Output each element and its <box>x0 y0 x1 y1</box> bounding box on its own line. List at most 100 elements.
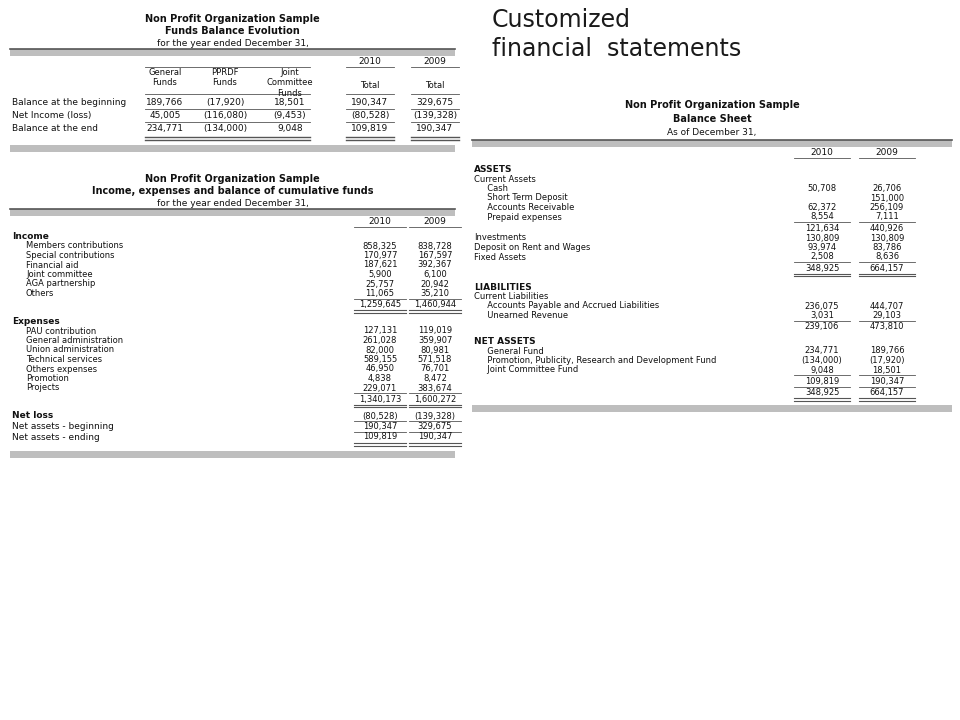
Text: Net Income (loss): Net Income (loss) <box>12 111 91 120</box>
Text: 6,100: 6,100 <box>423 270 446 279</box>
Text: (17,920): (17,920) <box>869 356 904 365</box>
Bar <box>10 451 455 458</box>
Text: (134,000): (134,000) <box>802 356 842 365</box>
Text: 571,518: 571,518 <box>418 355 452 364</box>
Text: Accounts Receivable: Accounts Receivable <box>482 203 574 212</box>
Text: 348,925: 348,925 <box>804 264 839 273</box>
Text: Balance Sheet: Balance Sheet <box>673 114 752 124</box>
Text: 8,554: 8,554 <box>810 212 834 222</box>
Text: 80,981: 80,981 <box>420 346 449 354</box>
Text: 83,786: 83,786 <box>873 243 901 252</box>
Text: for the year ended December 31,: for the year ended December 31, <box>156 199 308 208</box>
Text: 82,000: 82,000 <box>366 346 395 354</box>
Text: 109,819: 109,819 <box>351 124 389 133</box>
Bar <box>10 209 455 216</box>
Text: 190,347: 190,347 <box>417 124 453 133</box>
Text: 45,005: 45,005 <box>150 111 180 120</box>
Text: 589,155: 589,155 <box>363 355 397 364</box>
Text: PPRDF
Funds: PPRDF Funds <box>211 68 239 87</box>
Text: 151,000: 151,000 <box>870 194 904 202</box>
Text: (139,328): (139,328) <box>415 412 455 420</box>
Text: ASSETS: ASSETS <box>474 165 513 174</box>
Text: 26,706: 26,706 <box>873 184 901 193</box>
Text: PAU contribution: PAU contribution <box>26 326 96 336</box>
Text: 7,111: 7,111 <box>876 212 899 222</box>
Text: 187,621: 187,621 <box>363 261 397 269</box>
Text: 190,347: 190,347 <box>351 98 389 107</box>
Text: 50,708: 50,708 <box>807 184 836 193</box>
Text: General Fund: General Fund <box>482 346 543 356</box>
Text: Technical services: Technical services <box>26 355 102 364</box>
Text: As of December 31,: As of December 31, <box>667 128 756 137</box>
Text: 1,460,944: 1,460,944 <box>414 300 456 310</box>
Text: 329,675: 329,675 <box>418 422 452 431</box>
Text: (9,453): (9,453) <box>274 111 306 120</box>
Text: (80,528): (80,528) <box>362 412 397 420</box>
Text: 256,109: 256,109 <box>870 203 904 212</box>
Text: 392,367: 392,367 <box>418 261 452 269</box>
Text: 2010: 2010 <box>810 148 833 157</box>
Text: 229,071: 229,071 <box>363 384 397 392</box>
Text: for the year ended December 31,: for the year ended December 31, <box>156 39 308 48</box>
Text: 130,809: 130,809 <box>870 233 904 243</box>
Text: (139,328): (139,328) <box>413 111 457 120</box>
Text: 234,771: 234,771 <box>147 124 183 133</box>
Text: Non Profit Organization Sample: Non Profit Organization Sample <box>145 14 320 24</box>
Text: 93,974: 93,974 <box>807 243 836 252</box>
Text: 440,926: 440,926 <box>870 224 904 233</box>
Text: 170,977: 170,977 <box>363 251 397 260</box>
Text: Deposit on Rent and Wages: Deposit on Rent and Wages <box>474 243 590 252</box>
Text: Union administration: Union administration <box>26 346 114 354</box>
Text: Accounts Payable and Accrued Liabilities: Accounts Payable and Accrued Liabilities <box>482 302 660 310</box>
Text: 189,766: 189,766 <box>870 346 904 356</box>
Text: 444,707: 444,707 <box>870 302 904 310</box>
Text: 9,048: 9,048 <box>277 124 302 133</box>
Text: (17,920): (17,920) <box>205 98 244 107</box>
Text: Total: Total <box>360 81 380 90</box>
Text: 473,810: 473,810 <box>870 323 904 331</box>
Text: Current Liabilities: Current Liabilities <box>474 292 548 301</box>
Text: 76,701: 76,701 <box>420 364 449 374</box>
Text: 348,925: 348,925 <box>804 389 839 397</box>
Text: 18,501: 18,501 <box>873 366 901 374</box>
Text: 1,600,272: 1,600,272 <box>414 395 456 404</box>
Bar <box>10 49 455 56</box>
Text: Cash: Cash <box>482 184 508 193</box>
Text: Investments: Investments <box>474 233 526 243</box>
Text: NET ASSETS: NET ASSETS <box>474 337 536 346</box>
Text: 2009: 2009 <box>876 148 899 157</box>
Text: Special contributions: Special contributions <box>26 251 114 260</box>
Text: 189,766: 189,766 <box>146 98 183 107</box>
Text: 239,106: 239,106 <box>804 323 839 331</box>
Text: 664,157: 664,157 <box>870 264 904 273</box>
Bar <box>10 145 455 152</box>
Text: (116,080): (116,080) <box>203 111 247 120</box>
Text: 2009: 2009 <box>423 57 446 66</box>
Text: 119,019: 119,019 <box>418 326 452 336</box>
Text: Non Profit Organization Sample: Non Profit Organization Sample <box>145 174 320 184</box>
Text: 127,131: 127,131 <box>363 326 397 336</box>
Text: Joint Committee Fund: Joint Committee Fund <box>482 366 578 374</box>
Text: 20,942: 20,942 <box>420 279 449 289</box>
Text: 664,157: 664,157 <box>870 389 904 397</box>
Text: Funds Balance Evolution: Funds Balance Evolution <box>165 26 300 36</box>
Text: 858,325: 858,325 <box>363 241 397 251</box>
Text: Unearned Revenue: Unearned Revenue <box>482 311 568 320</box>
Text: Projects: Projects <box>26 384 60 392</box>
Text: Prepaid expenses: Prepaid expenses <box>482 212 562 222</box>
Text: 190,347: 190,347 <box>418 433 452 441</box>
Text: General
Funds: General Funds <box>148 68 181 87</box>
Text: 29,103: 29,103 <box>873 311 901 320</box>
Text: (80,528): (80,528) <box>350 111 389 120</box>
Text: 25,757: 25,757 <box>366 279 395 289</box>
Text: 2,508: 2,508 <box>810 253 834 261</box>
Text: 109,819: 109,819 <box>363 433 397 441</box>
Text: 8,472: 8,472 <box>423 374 447 383</box>
Bar <box>472 405 952 412</box>
Text: Promotion, Publicity, Research and Development Fund: Promotion, Publicity, Research and Devel… <box>482 356 716 365</box>
Text: Short Term Deposit: Short Term Deposit <box>482 194 567 202</box>
Text: 359,907: 359,907 <box>418 336 452 345</box>
Text: Current Assets: Current Assets <box>474 174 536 184</box>
Text: Total: Total <box>425 81 444 90</box>
Text: 121,634: 121,634 <box>804 224 839 233</box>
